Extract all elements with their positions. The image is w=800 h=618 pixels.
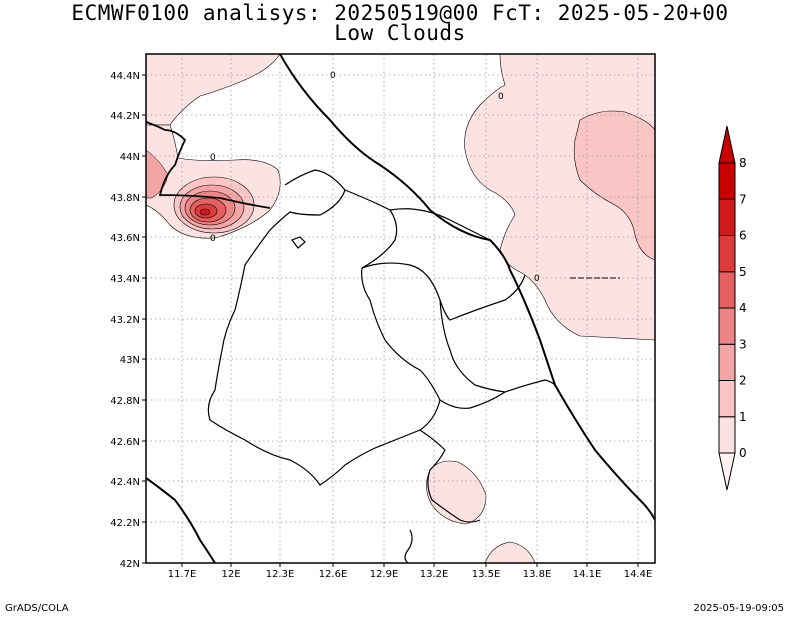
colorbar-segment [718,271,736,309]
contour-label: 0 [498,92,504,102]
lon-tick-label: 13.8E [523,569,552,580]
lon-tick-label: 12.3E [266,569,295,580]
colorbar-segment [718,343,736,381]
lat-tick-label: 43.6N [110,233,140,244]
lon-axis: 11.7E 12E 12.3E 12.6E 12.9E 13.2E 13.5E 13.8E 14… [168,563,653,580]
lon-tick-label: 12E [221,569,240,580]
lon-tick-label: 14.4E [624,569,653,580]
lon-tick-label: 13.2E [420,569,449,580]
lat-tick-label: 42.4N [110,477,140,488]
lon-tick-label: 13.5E [472,569,501,580]
lat-tick-label: 43N [120,355,140,366]
colorbar-under-arrow [718,452,736,491]
colorbar-segment [718,235,736,273]
shaded-field: 0 0 0 0 0 [146,54,655,563]
lon-tick-label: 12.9E [370,569,399,580]
lat-tick-label: 43.2N [110,315,140,326]
lat-tick-label: 42.2N [110,518,140,529]
lon-tick-label: 12.6E [319,569,348,580]
lat-tick-label: 44N [120,152,140,163]
colorbar-label: 6 [739,229,747,243]
plot-frame [145,53,656,564]
cloud-region-s [426,460,487,525]
lat-tick-label: 43.8N [110,193,140,204]
lat-tick-label: 43.4N [110,274,140,285]
lon-tick-label: 11.7E [168,569,197,580]
contour-label: 0 [210,153,216,163]
region-boundaries [207,169,556,563]
colorbar-label: 1 [739,410,747,424]
lon-tick-label: 14.1E [573,569,602,580]
colorbar-segment [718,162,736,200]
colorbar: 0 1 2 3 4 5 6 7 8 [718,125,747,491]
coastline-nw [146,121,271,209]
colorbar-label: 8 [739,156,747,170]
map-title: ECMWF0100 analisys: 20250519@00 FcT: 202… [71,1,729,25]
colorbar-label: 3 [739,337,747,351]
coastline-west [146,477,216,563]
map-subtitle: Low Clouds [334,21,466,45]
footer-timestamp: 2025-05-19-09:05 [693,603,784,614]
cloud-region-ne-inner [573,110,655,261]
contour-label: 0 [330,71,336,81]
colorbar-segment [718,380,736,418]
lat-axis: 44.4N 44.2N 44N 43.8N 43.6N 43.4N 43.2N 43N 42.8… [110,71,146,570]
coastline [279,54,655,521]
contour-label: 0 [534,274,540,284]
lat-tick-label: 42N [120,559,140,570]
footer-credit: GrADS/COLA [5,603,69,614]
lat-tick-label: 44.4N [110,71,140,82]
lat-tick-label: 42.6N [110,437,140,448]
contour-label: 0 [210,234,216,244]
cloud-region-se [484,541,536,563]
colorbar-segment [718,307,736,345]
colorbar-label: 0 [739,446,747,460]
cloud-max-ring6 [199,208,211,216]
lat-tick-label: 42.8N [110,396,140,407]
colorbar-label: 5 [739,265,747,279]
colorbar-segment [718,198,736,236]
colorbar-label: 7 [739,192,747,206]
colorbar-label: 2 [739,374,747,388]
colorbar-segment [718,416,736,454]
colorbar-label: 4 [739,301,747,315]
cloud-region-nw [146,54,281,126]
colorbar-over-arrow [718,125,736,164]
lat-tick-label: 44.2N [110,111,140,122]
